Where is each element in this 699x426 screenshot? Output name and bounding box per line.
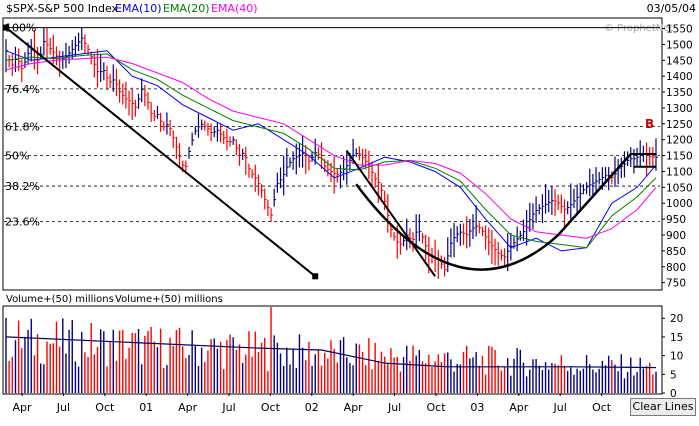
trendline-anchor <box>3 24 9 31</box>
price-y-tick-label: 1050 <box>666 182 693 194</box>
clear-lines-button[interactable]: Clear Lines <box>630 398 696 416</box>
fib-label: 50% <box>5 150 29 163</box>
price-bars <box>5 27 658 279</box>
price-y-tick-label: 1150 <box>666 151 693 163</box>
volume-y-tick-label: 15 <box>670 332 683 344</box>
x-tick-label: 02 <box>305 401 319 414</box>
price-y-tick-label: 800 <box>666 262 686 274</box>
x-tick-label: Oct <box>592 401 612 414</box>
x-axis: Apr Jul Oct 01 Apr Jul Oct 02 Apr Jul Oct 03 Apr Jul O… <box>12 393 612 414</box>
volume-moving-average <box>5 336 657 369</box>
cup-curve <box>355 153 632 271</box>
trendline <box>5 26 316 278</box>
trendline-anchor <box>312 273 319 280</box>
volume-ma-legend-label: Volume+(50) millions <box>115 294 223 305</box>
volume-y-axis: 0 5 10 15 20 <box>662 313 683 400</box>
price-y-tick-label: 900 <box>666 230 686 242</box>
price-y-tick-label: 1350 <box>666 87 693 99</box>
price-y-tick-label: 1550 <box>666 24 693 36</box>
symbol-title: $SPX-S&P 500 Index <box>6 2 119 15</box>
fib-label: 61.8% <box>5 120 40 133</box>
price-y-tick-label: 1300 <box>666 103 693 115</box>
volume-y-tick-label: 20 <box>670 313 683 325</box>
ema20-legend: EMA(20) <box>163 2 210 15</box>
x-tick-label: Jul <box>221 401 235 414</box>
x-tick-label: Oct <box>426 401 446 414</box>
fib-label: 38.2% <box>5 180 40 193</box>
price-y-tick-label: 1200 <box>666 135 693 147</box>
volume-panel-frame <box>2 305 663 395</box>
x-tick-label: Apr <box>509 401 529 414</box>
volume-y-tick-label: 0 <box>670 388 677 400</box>
x-tick-label: Apr <box>344 401 364 414</box>
trendlines <box>3 24 656 280</box>
trendline <box>345 150 436 277</box>
fib-label: 100% <box>5 22 36 35</box>
fib-labels: 100% 76.4% 61.8% 50% 38.2% 23.6% <box>5 22 40 229</box>
volume-y-tick-label: 10 <box>670 351 683 363</box>
fib-label: 23.6% <box>5 216 40 229</box>
price-y-tick-label: 750 <box>666 278 686 290</box>
price-y-tick-label: 1400 <box>666 71 693 83</box>
x-tick-label: Jul <box>56 401 70 414</box>
ema40-legend: EMA(40) <box>211 2 258 15</box>
volume-ma-line <box>5 336 657 369</box>
ema10-legend: EMA(10) <box>115 2 162 15</box>
x-tick-label: 01 <box>139 401 153 414</box>
volume-legend-label: Volume+(50) millions <box>6 294 114 305</box>
price-y-tick-label: 1100 <box>666 166 693 178</box>
fib-label: 76.4% <box>5 83 40 96</box>
x-tick-label: Jul <box>387 401 401 414</box>
ema-lines <box>5 50 657 252</box>
price-y-tick-label: 850 <box>666 246 686 258</box>
price-y-tick-label: 1500 <box>666 39 693 51</box>
x-tick-label: Jul <box>553 401 567 414</box>
x-tick-label: Apr <box>12 401 32 414</box>
price-y-tick-label: 950 <box>666 214 686 226</box>
ema-line-ema40 <box>5 56 657 239</box>
annotation-b: B <box>645 117 654 131</box>
volume-y-tick-label: 5 <box>670 369 677 381</box>
price-y-tick-label: 1450 <box>666 55 693 67</box>
price-y-tick-label: 1250 <box>666 119 693 131</box>
chart-date: 03/05/04 <box>647 2 696 15</box>
x-tick-label: 03 <box>470 401 484 414</box>
x-tick-label: Oct <box>261 401 281 414</box>
watermark: © ProphetNet <box>604 23 673 34</box>
x-tick-label: Apr <box>178 401 198 414</box>
price-y-axis: 750 800 850 900 950 1000 1050 1100 1150 1200 1250 1… <box>662 24 693 290</box>
price-y-tick-label: 1000 <box>666 198 693 210</box>
x-tick-label: Oct <box>95 401 115 414</box>
